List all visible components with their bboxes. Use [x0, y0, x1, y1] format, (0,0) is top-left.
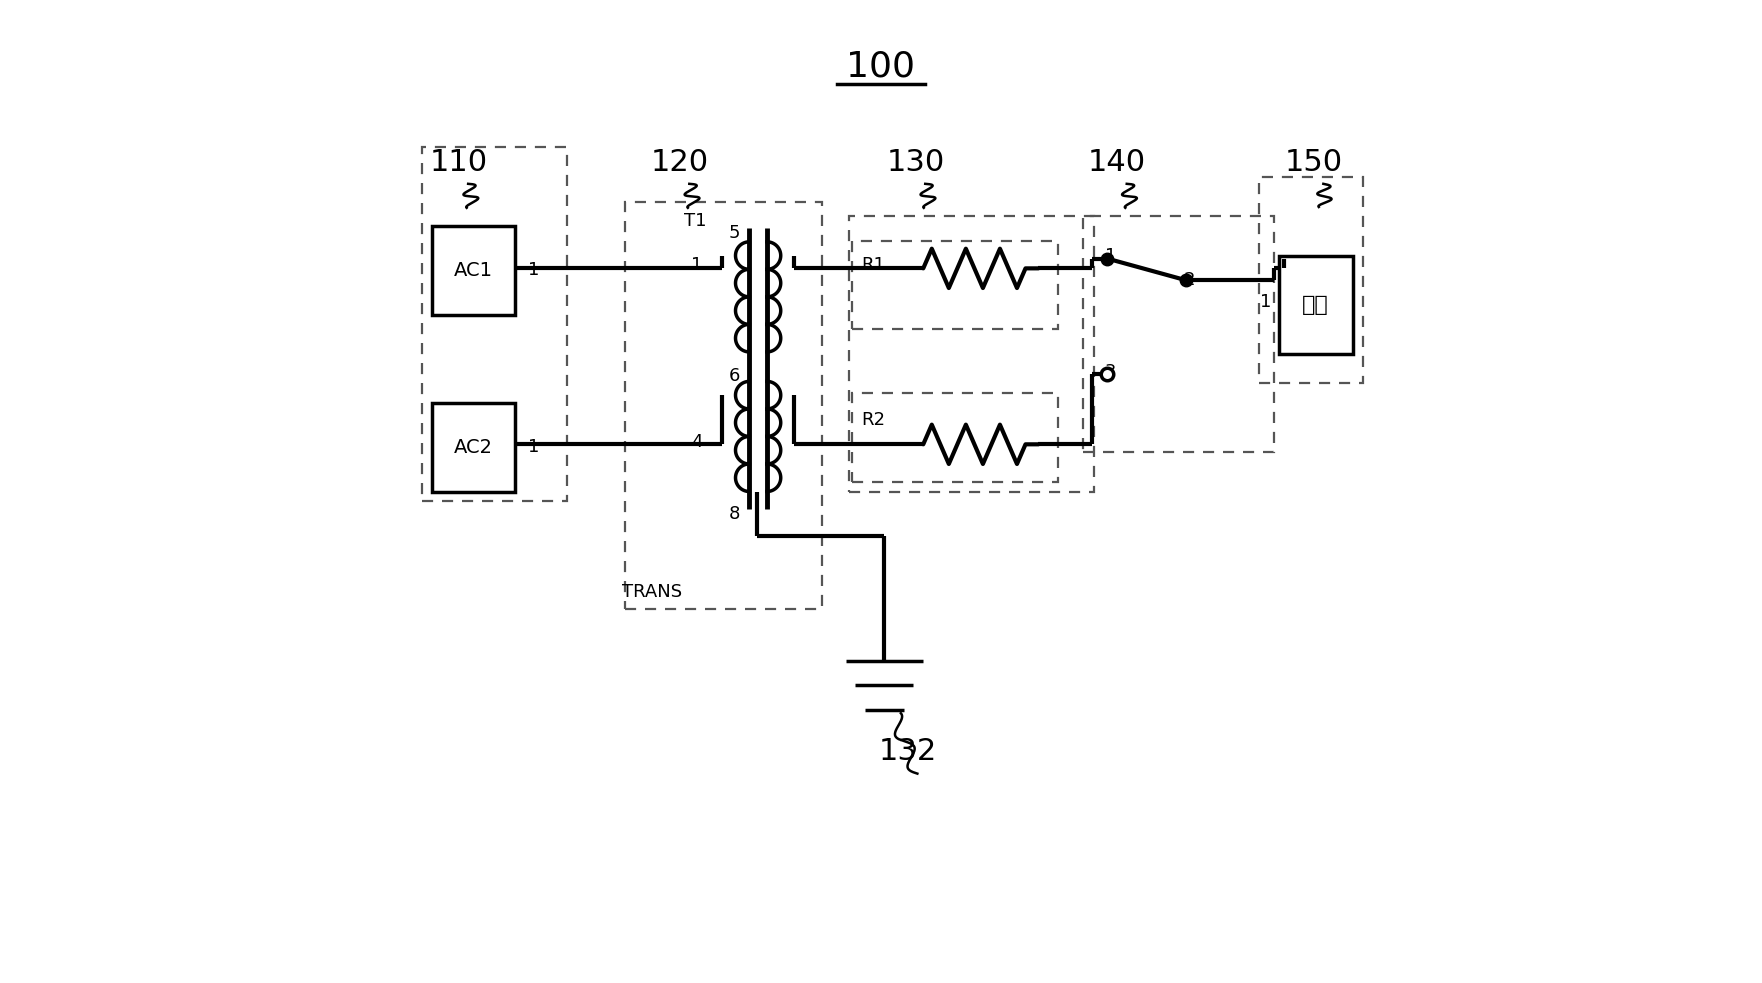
Text: 2: 2 [1184, 271, 1195, 289]
Text: 3: 3 [1105, 363, 1117, 380]
Bar [851, 241, 1057, 329]
Bar [1279, 256, 1353, 354]
Text: 132: 132 [879, 737, 937, 767]
Bar [421, 147, 567, 501]
Text: 150: 150 [1284, 147, 1343, 177]
Text: 1: 1 [529, 438, 539, 456]
Bar [849, 216, 1094, 492]
Text: 8: 8 [729, 505, 740, 523]
Bar [851, 393, 1057, 482]
Text: 100: 100 [846, 49, 916, 84]
Text: R1: R1 [862, 257, 885, 274]
Text: 6: 6 [729, 367, 740, 384]
Bar [432, 403, 515, 492]
Text: 1: 1 [691, 257, 701, 274]
Text: 1: 1 [1105, 247, 1117, 264]
Text: 120: 120 [650, 147, 708, 177]
Text: R2: R2 [862, 411, 885, 429]
Text: 5: 5 [729, 224, 740, 242]
Text: AC1: AC1 [453, 260, 493, 280]
Bar [1082, 216, 1274, 452]
Bar [1260, 177, 1362, 383]
Text: 4: 4 [691, 434, 701, 451]
Text: 140: 140 [1087, 147, 1145, 177]
Text: 输出: 输出 [1302, 295, 1329, 315]
Text: 110: 110 [430, 147, 488, 177]
Text: 1: 1 [1260, 293, 1270, 311]
Text: 130: 130 [886, 147, 944, 177]
Text: T1: T1 [684, 212, 707, 230]
Text: 1: 1 [529, 261, 539, 279]
Text: TRANS: TRANS [622, 583, 682, 601]
Text: AC2: AC2 [453, 437, 493, 457]
Bar [432, 226, 515, 315]
Bar [626, 202, 823, 609]
